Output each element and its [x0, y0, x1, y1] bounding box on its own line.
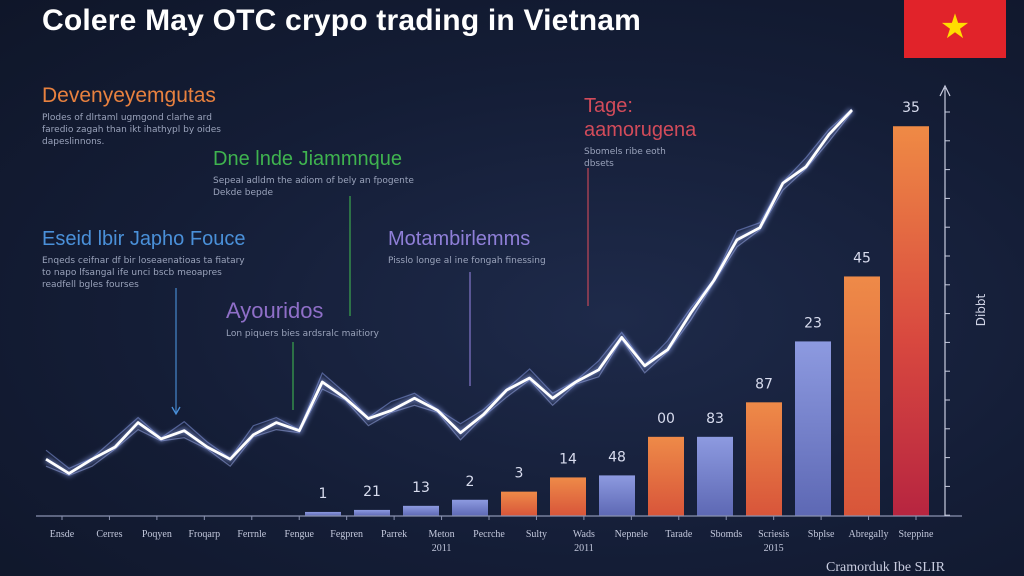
bar-value-label: 1 [319, 486, 328, 502]
x-tick-label: Cerres [96, 529, 122, 540]
x-tick-label: Poqyen [142, 529, 172, 540]
annotation-1: Devenyeyemgutas Plodes of dlrtaml ugmgon… [42, 84, 221, 148]
star-icon: ★ [939, 7, 971, 47]
x-tick-label: Tarade [665, 529, 693, 540]
bar-value-label: 2 [466, 474, 475, 490]
annotation-3: Eseid lbir Japho Fouce Enqeds ceifnar df… [42, 228, 245, 291]
annotation-6-heading: Tage: aamorugena [584, 95, 697, 141]
x-tick-label: Fegpren [330, 529, 363, 540]
bar [599, 475, 635, 516]
annotation-4-body: Lon piquers bies ardsralc maitiory [226, 329, 379, 339]
x-tick-label: 2011 [432, 543, 452, 554]
trend-line-series [44, 107, 855, 478]
bar [452, 499, 488, 516]
bar [648, 436, 684, 516]
x-tick-label: Fengue [284, 529, 314, 540]
x-tick-label: Parrek [381, 529, 407, 540]
bar-value-label: 35 [902, 100, 920, 116]
x-tick-label: Steppine [899, 529, 935, 540]
y-axis-arrow-icon [939, 84, 951, 97]
axes: Dibbt Ensde Cerres Poqyen Froqarp Ferrnle Feng… [36, 84, 988, 554]
trend-line [45, 109, 854, 475]
annotation-6-body: Sbomels ribe eoth dbsets [584, 147, 666, 169]
bar-value-label: 14 [559, 451, 577, 467]
x-tick-label: Scriesis [758, 529, 789, 540]
annotation-5: Motambirlemms Pisslo longe al ine fongah… [388, 228, 546, 267]
annotation-5-body: Pisslo longe al ine fongah finessing [388, 256, 546, 266]
annotation-2-body: Sepeal adldm the adiom of bely an fpogen… [213, 176, 414, 198]
annotation-1-heading: Devenyeyemgutas [42, 84, 216, 107]
x-tick-label: Sbplse [808, 529, 835, 540]
annotation-3-body: Enqeds ceifnar df bir loseaenatioas ta f… [42, 256, 245, 290]
x-tick-label: Ensde [50, 529, 75, 540]
bar [746, 402, 782, 516]
y-axis-label: Dibbt [974, 293, 988, 326]
annotation-5-heading: Motambirlemms [388, 228, 531, 250]
bar-value-label: 87 [755, 376, 773, 392]
trend-line-glow [44, 107, 855, 478]
x-tick-label: Ferrnle [237, 529, 266, 540]
annotation-2-heading: Dne lnde Jiammnque [213, 148, 402, 170]
x-tick-label: 2011 [574, 543, 594, 554]
x-tick-label: Wads [573, 529, 595, 540]
bar [354, 509, 390, 516]
annotation-3-heading: Eseid lbir Japho Fouce [42, 228, 246, 250]
x-tick-label: Froqarp [188, 529, 220, 540]
bar-value-label: 45 [853, 250, 871, 266]
x-tick-label: Nepnele [615, 529, 649, 540]
bar [305, 511, 341, 516]
annotation-4: Ayouridos Lon piquers bies ardsralc mait… [226, 298, 379, 340]
x-tick-label: 2015 [764, 543, 784, 554]
x-tick-label: Meton [429, 529, 455, 540]
bar-value-label: 48 [608, 449, 626, 465]
bar [795, 341, 831, 516]
annotation-4-heading: Ayouridos [226, 298, 324, 323]
bar-value-label: 83 [706, 411, 724, 427]
annotation-6: Tage: aamorugena Sbomels ribe eoth dbset… [584, 94, 696, 170]
annotation-1-body: Plodes of dlrtaml ugmgond clarhe ard far… [42, 113, 221, 147]
bar-value-label: 3 [515, 466, 524, 482]
bar [501, 491, 537, 516]
bar [403, 505, 439, 516]
x-tick-label: Sbomds [710, 529, 742, 540]
bar [697, 436, 733, 516]
x-tick-label: Abregally [849, 529, 889, 540]
bar [844, 276, 880, 516]
bar-value-label: 00 [657, 411, 675, 427]
annotation-connectors [171, 168, 589, 416]
annotation-2: Dne lnde Jiammnque Sepeal adldm the adio… [213, 148, 414, 199]
x-tick-label: Pecrche [473, 529, 505, 540]
x-tick-label: Sulty [526, 529, 547, 540]
bar-value-label: 23 [804, 315, 822, 331]
bar-value-label: 13 [412, 480, 430, 496]
bar [550, 477, 586, 516]
bar-value-label: 21 [363, 484, 381, 500]
bar [893, 126, 929, 517]
arrowhead-icon [171, 406, 181, 416]
footer-caption: Cramorduk Ibe SLIR [826, 560, 945, 575]
vietnam-flag: ★ [904, 0, 1006, 58]
chart-title: Colere May OTC crypo trading in Vietnam [42, 4, 642, 37]
